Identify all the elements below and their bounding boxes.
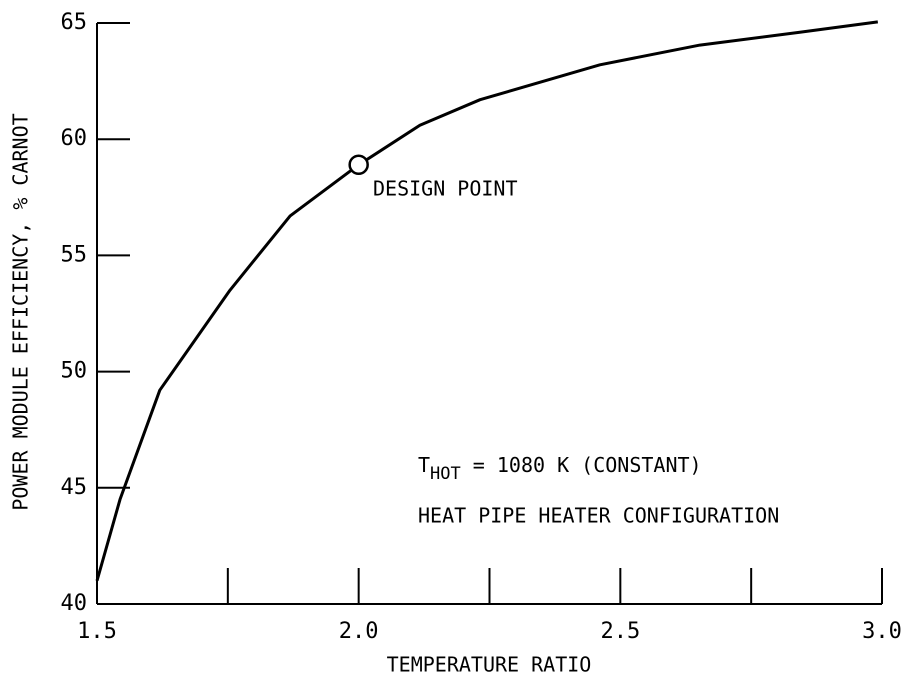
y-tick-label: 40 <box>61 591 88 616</box>
x-tick-label: 3.0 <box>862 619 902 644</box>
annotation-rest: = 1080 K (CONSTANT) <box>461 453 702 477</box>
annotation-sub: HOT <box>430 464 461 484</box>
x-tick-label: 2.0 <box>339 619 379 644</box>
x-tick-label: 2.5 <box>600 619 640 644</box>
curve <box>95 20 879 582</box>
annotation: THOT = 1080 K (CONSTANT) <box>418 453 702 485</box>
y-tick-label: 55 <box>61 242 88 267</box>
y-tick-label: 50 <box>61 359 88 384</box>
y-tick-label: 60 <box>61 126 88 151</box>
x-axis-label: TEMPERATURE RATIO <box>387 653 592 677</box>
design-point <box>348 154 369 176</box>
annotation-line2: HEAT PIPE HEATER CONFIGURATION <box>418 504 779 528</box>
y-axis-label: POWER MODULE EFFICIENCY, % CARNOT <box>9 113 33 510</box>
y-tick-label: 45 <box>61 475 88 500</box>
annotation-t: T <box>418 453 430 477</box>
x-tick-label: 1.5 <box>77 619 117 644</box>
design-point-label: DESIGN POINT <box>373 177 518 201</box>
y-tick-label: 65 <box>61 10 88 35</box>
